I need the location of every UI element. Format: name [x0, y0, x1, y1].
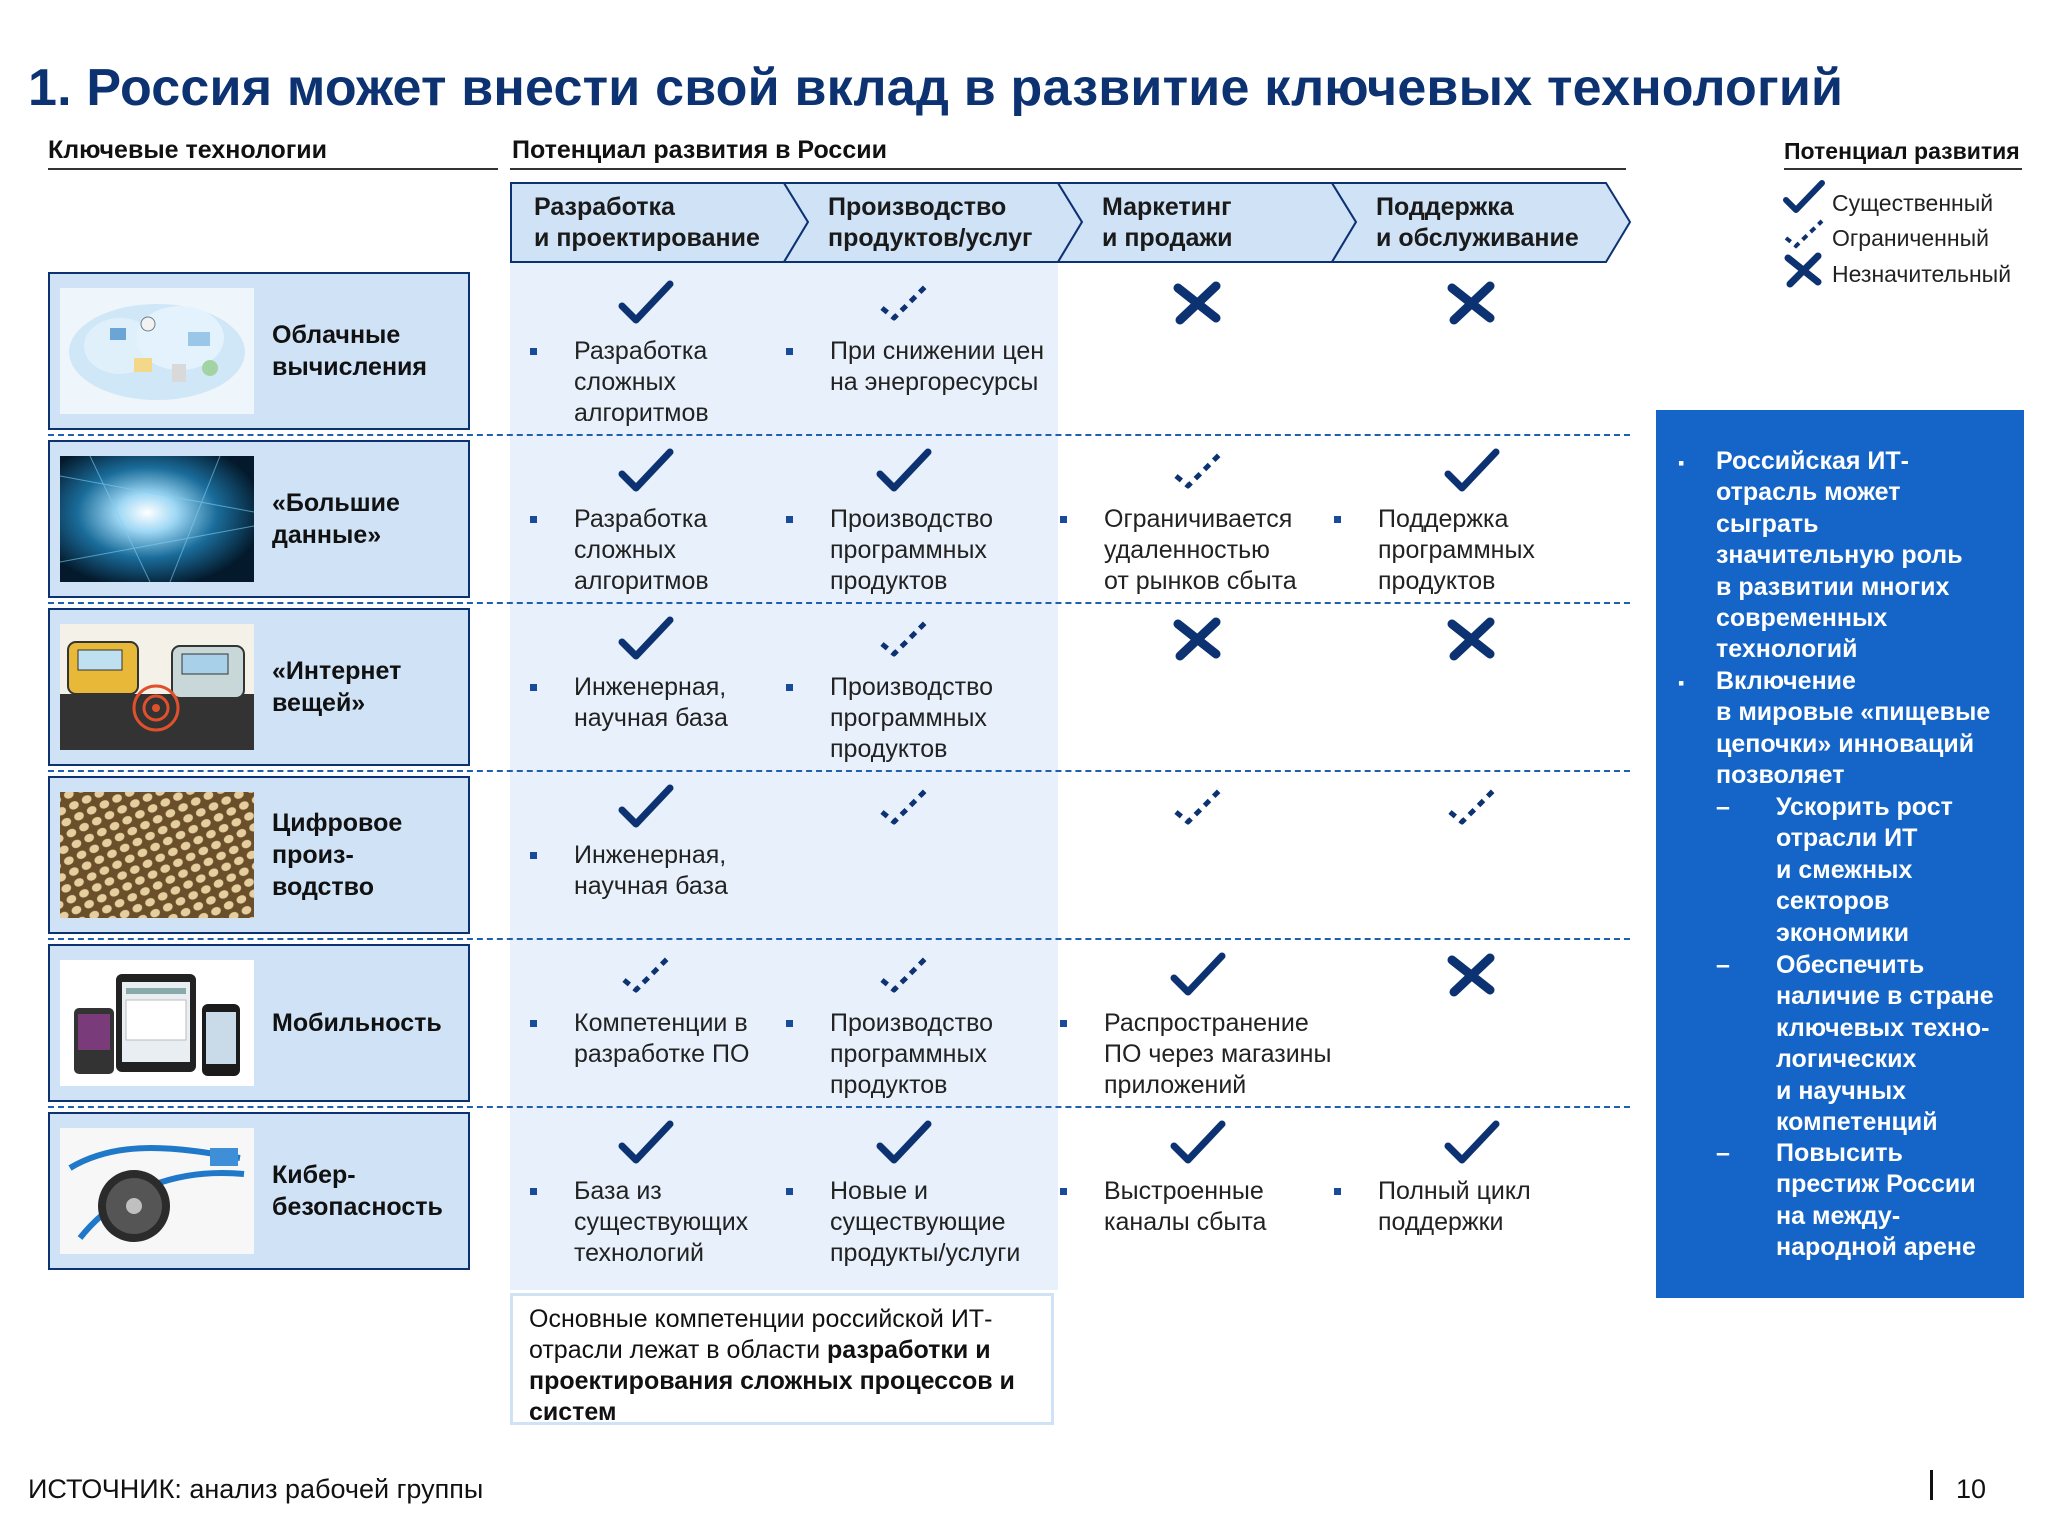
row-separator [48, 770, 1630, 772]
tech-row-digital-manufacturing: Цифровое произ- водство [48, 776, 470, 934]
summary-dash: – [1716, 1139, 1730, 1167]
potential-russia-underline [510, 168, 1626, 170]
cross-icon [1173, 281, 1221, 325]
dashed-check-icon [1448, 788, 1496, 825]
tech-name: Цифровое произ- водство [272, 809, 403, 901]
tech-name: Мобильность [272, 1009, 442, 1037]
legend-header: Потенциал развития [1784, 138, 2020, 164]
tech-name: «Большие данные» [272, 489, 400, 549]
tech-row-cybersecurity: Кибер- безопасность [48, 1112, 470, 1270]
cross-icon [1447, 617, 1495, 661]
bullet-icon [1060, 1188, 1067, 1195]
potential-russia-header: Потенциал развития в России [512, 136, 887, 164]
grid-cell-text: Полный цикл поддержки [1378, 1177, 1531, 1236]
check-icon [1444, 448, 1500, 492]
tech-name: Кибер- безопасность [272, 1161, 443, 1221]
legend-underline [1784, 168, 2022, 170]
source-note: ИСТОЧНИК: анализ рабочей группы [28, 1474, 484, 1504]
big-data-image [59, 455, 255, 583]
summary-bullet-icon: ▪ [1678, 673, 1685, 693]
key-tech-underline [48, 168, 498, 170]
summary-box: ▪ Российская ИТ- отрасль может сыграть з… [1656, 410, 2024, 1298]
cross-icon [1447, 953, 1495, 997]
summary-bullet-2: Включение в мировые «пищевые цепочки» ин… [1716, 667, 1991, 790]
legend-label-insignificant: Незначительный [1832, 261, 2012, 287]
bullet-icon [1334, 1188, 1341, 1195]
legend-dashed-check-icon [1784, 219, 1824, 249]
cybersecurity-image [60, 1128, 254, 1254]
tech-row-cloud: Облачные вычисления [48, 272, 470, 430]
summary-sub-2: Обеспечить наличие в стране ключевых тех… [1776, 951, 1994, 1137]
check-icon [1170, 1120, 1226, 1164]
bullet-icon [1060, 1020, 1067, 1027]
summary-bullet-icon: ▪ [1678, 453, 1685, 473]
row-separator [48, 602, 1630, 604]
legend-check-icon [1783, 180, 1825, 213]
key-tech-header: Ключевые технологии [48, 136, 327, 164]
cross-icon [1447, 281, 1495, 325]
row-separator [48, 1106, 1630, 1108]
bullet-icon [1334, 516, 1341, 523]
legend-label-limited: Ограниченный [1832, 225, 1989, 251]
grid-cell-text: Поддержка программных продуктов [1378, 505, 1535, 595]
row-separator [48, 938, 1630, 940]
cloud-computing-image [60, 288, 254, 414]
mobility-image [60, 960, 254, 1086]
page-divider [1930, 1470, 1933, 1500]
value-chain-chevrons [510, 182, 1632, 263]
tech-row-big-data: «Большие данные» [48, 440, 470, 598]
bullet-icon [1060, 516, 1067, 523]
note-text: Основные компетенции российской ИТ-отрас… [529, 1305, 993, 1364]
summary-sub-3: Повысить престиж России на между- народн… [1776, 1139, 1976, 1262]
dashed-check-icon [1174, 452, 1222, 489]
key-competence-note: Основные компетенции российской ИТ-отрас… [510, 1293, 1054, 1426]
tech-name: Облачные вычисления [272, 321, 428, 381]
page-title: 1. Россия может внести свой вклад в разв… [28, 59, 1844, 117]
internet-of-things-image [60, 624, 254, 750]
tech-row-iot: «Интернет вещей» [48, 608, 470, 766]
check-icon [1170, 952, 1226, 996]
tech-name: «Интернет вещей» [272, 657, 402, 717]
check-icon [1444, 1120, 1500, 1164]
summary-sub-1: Ускорить рост отрасли ИТ и смежных секто… [1776, 793, 1953, 947]
page-number: 10 [1956, 1474, 1987, 1504]
chevron-label-marketing: Маркетинг и продажи [1102, 193, 1233, 252]
row-separator [48, 434, 1630, 436]
tech-row-mobility: Мобильность [48, 944, 470, 1102]
dashed-check-icon [1174, 788, 1222, 825]
chevron-support [1330, 182, 1632, 263]
chevron-label-design: Разработка и проектирование [534, 193, 760, 252]
summary-dash: – [1716, 951, 1730, 979]
chevron-label-production: Производство продуктов/услуг [828, 193, 1033, 252]
summary-bullet-1: Российская ИТ- отрасль может сыграть зна… [1716, 447, 1963, 664]
highlight-band [510, 260, 1058, 1290]
summary-dash: – [1716, 793, 1730, 821]
digital-manufacturing-image [60, 792, 254, 918]
grid-cell-text: Распространение ПО через магазины прилож… [1104, 1009, 1332, 1099]
cross-icon [1173, 617, 1221, 661]
grid-cell-text: Ограничивается удаленностью от рынков сб… [1104, 505, 1297, 595]
note-text-bold: разработки и проектирования сложных проц… [529, 1336, 1015, 1426]
legend-cross-icon [1784, 252, 1822, 288]
legend-label-significant: Существенный [1832, 190, 1994, 216]
chevron-label-support: Поддержка и обслуживание [1376, 193, 1579, 252]
grid-cell-text: Выстроенные каналы сбыта [1104, 1177, 1267, 1236]
